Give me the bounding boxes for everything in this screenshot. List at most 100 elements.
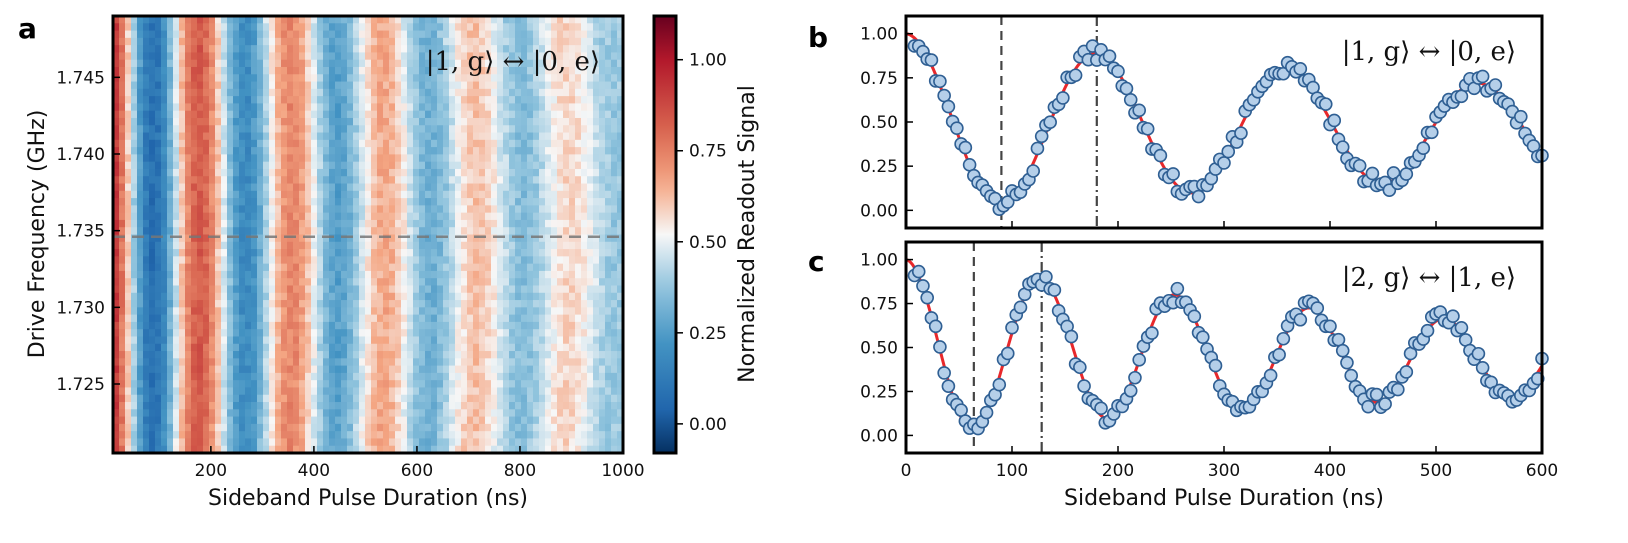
heatmap-cell bbox=[305, 212, 312, 221]
heatmap-cell bbox=[383, 23, 390, 32]
heatmap-cell bbox=[407, 96, 414, 104]
heatmap-cell bbox=[485, 198, 492, 206]
heatmap-cell bbox=[371, 270, 378, 279]
heatmap-cell bbox=[137, 212, 144, 221]
heatmap-cell bbox=[347, 227, 354, 236]
heatmap-cell bbox=[467, 30, 474, 39]
heatmap-cell bbox=[575, 125, 582, 134]
heatmap-cell bbox=[341, 168, 348, 177]
heatmap-cell bbox=[287, 219, 294, 228]
heatmap-cell bbox=[209, 16, 216, 24]
heatmap-cell bbox=[137, 161, 144, 170]
heatmap-cell bbox=[335, 103, 342, 112]
heatmap-cell bbox=[347, 74, 354, 83]
heatmap-cell bbox=[167, 23, 174, 32]
heatmap-cell bbox=[521, 183, 528, 192]
heatmap-cell bbox=[317, 23, 324, 32]
heatmap-cell bbox=[407, 23, 414, 32]
heatmap-cell bbox=[569, 445, 576, 454]
heatmap-cell bbox=[269, 103, 276, 112]
heatmap-cell bbox=[455, 30, 462, 39]
heatmap-cell bbox=[311, 176, 318, 185]
heatmap-cell bbox=[221, 358, 228, 367]
heatmap-cell bbox=[191, 147, 198, 155]
heatmap-cell bbox=[515, 16, 522, 24]
heatmap-cell bbox=[485, 307, 492, 316]
heatmap-cell bbox=[431, 161, 438, 170]
heatmap-cell bbox=[563, 139, 570, 148]
heatmap-cell bbox=[581, 147, 588, 155]
heatmap-cell bbox=[293, 300, 300, 308]
heatmap-cell bbox=[149, 205, 156, 214]
heatmap-cell bbox=[539, 380, 546, 389]
heatmap-cell bbox=[173, 23, 180, 32]
heatmap-cell bbox=[407, 372, 414, 381]
heatmap-cell bbox=[131, 37, 138, 46]
heatmap-cell bbox=[491, 205, 498, 214]
heatmap-cell bbox=[371, 59, 378, 68]
heatmap-cell bbox=[137, 423, 144, 432]
heatmap-cell bbox=[491, 183, 498, 192]
heatmap-cell bbox=[179, 212, 186, 221]
heatmap-cell bbox=[521, 66, 528, 75]
heatmap-cell bbox=[569, 329, 576, 338]
heatmap-cell bbox=[119, 198, 126, 206]
heatmap-cell bbox=[491, 409, 498, 418]
heatmap-cell bbox=[155, 212, 162, 221]
heatmap-cell bbox=[593, 372, 600, 381]
heatmap-cell bbox=[245, 147, 252, 155]
heatmap-cell bbox=[539, 351, 546, 359]
heatmap-cell bbox=[401, 278, 408, 287]
heatmap-cell bbox=[449, 219, 456, 228]
heatmap-cell bbox=[593, 423, 600, 432]
heatmap-cell bbox=[263, 30, 270, 39]
heatmap-cell bbox=[545, 154, 552, 163]
heatmap-cell bbox=[515, 176, 522, 185]
heatmap-cell bbox=[401, 66, 408, 75]
heatmap-cell bbox=[401, 249, 408, 257]
heatmap-cell bbox=[257, 23, 264, 32]
heatmap-cell bbox=[557, 139, 564, 148]
heatmap-cell bbox=[335, 23, 342, 32]
heatmap-cell bbox=[275, 278, 282, 287]
heatmap-cell bbox=[119, 139, 126, 148]
heatmap-cell bbox=[515, 74, 522, 83]
heatmap-cell bbox=[479, 263, 486, 272]
heatmap-cell bbox=[497, 96, 504, 104]
heatmap-cell bbox=[587, 154, 594, 163]
heatmap-cell bbox=[587, 365, 594, 374]
heatmap-cell bbox=[317, 117, 324, 126]
heatmap-cell bbox=[365, 431, 372, 440]
heatmap-cell bbox=[281, 117, 288, 126]
heatmap-cell bbox=[281, 438, 288, 447]
heatmap-cell bbox=[581, 81, 588, 90]
heatmap-cell bbox=[593, 336, 600, 345]
heatmap-cell bbox=[485, 52, 492, 61]
heatmap-cell bbox=[155, 59, 162, 68]
heatmap-cell bbox=[557, 168, 564, 177]
heatmap-cell bbox=[179, 176, 186, 185]
heatmap-cell bbox=[149, 110, 156, 119]
heatmap-cell bbox=[395, 329, 402, 338]
heatmap-cell bbox=[581, 103, 588, 112]
heatmap-cell bbox=[611, 66, 618, 75]
heatmap-cell bbox=[569, 168, 576, 177]
heatmap-cell bbox=[611, 30, 618, 39]
heatmap-cell bbox=[485, 285, 492, 294]
heatmap-cell bbox=[569, 351, 576, 359]
heatmap-cell bbox=[239, 300, 246, 308]
heatmap-cell bbox=[395, 227, 402, 236]
heatmap-cell bbox=[203, 81, 210, 90]
heatmap-cell bbox=[191, 125, 198, 134]
heatmap-cell bbox=[347, 183, 354, 192]
heatmap-cell bbox=[299, 409, 306, 418]
heatmap-cell bbox=[323, 110, 330, 119]
heatmap-cell bbox=[299, 285, 306, 294]
heatmap-cell bbox=[515, 161, 522, 170]
heatmap-cell bbox=[263, 103, 270, 112]
heatmap-cell bbox=[119, 66, 126, 75]
heatmap-cell bbox=[365, 234, 372, 243]
heatmap-cell bbox=[461, 30, 468, 39]
heatmap-cell bbox=[155, 329, 162, 338]
heatmap-cell bbox=[437, 110, 444, 119]
